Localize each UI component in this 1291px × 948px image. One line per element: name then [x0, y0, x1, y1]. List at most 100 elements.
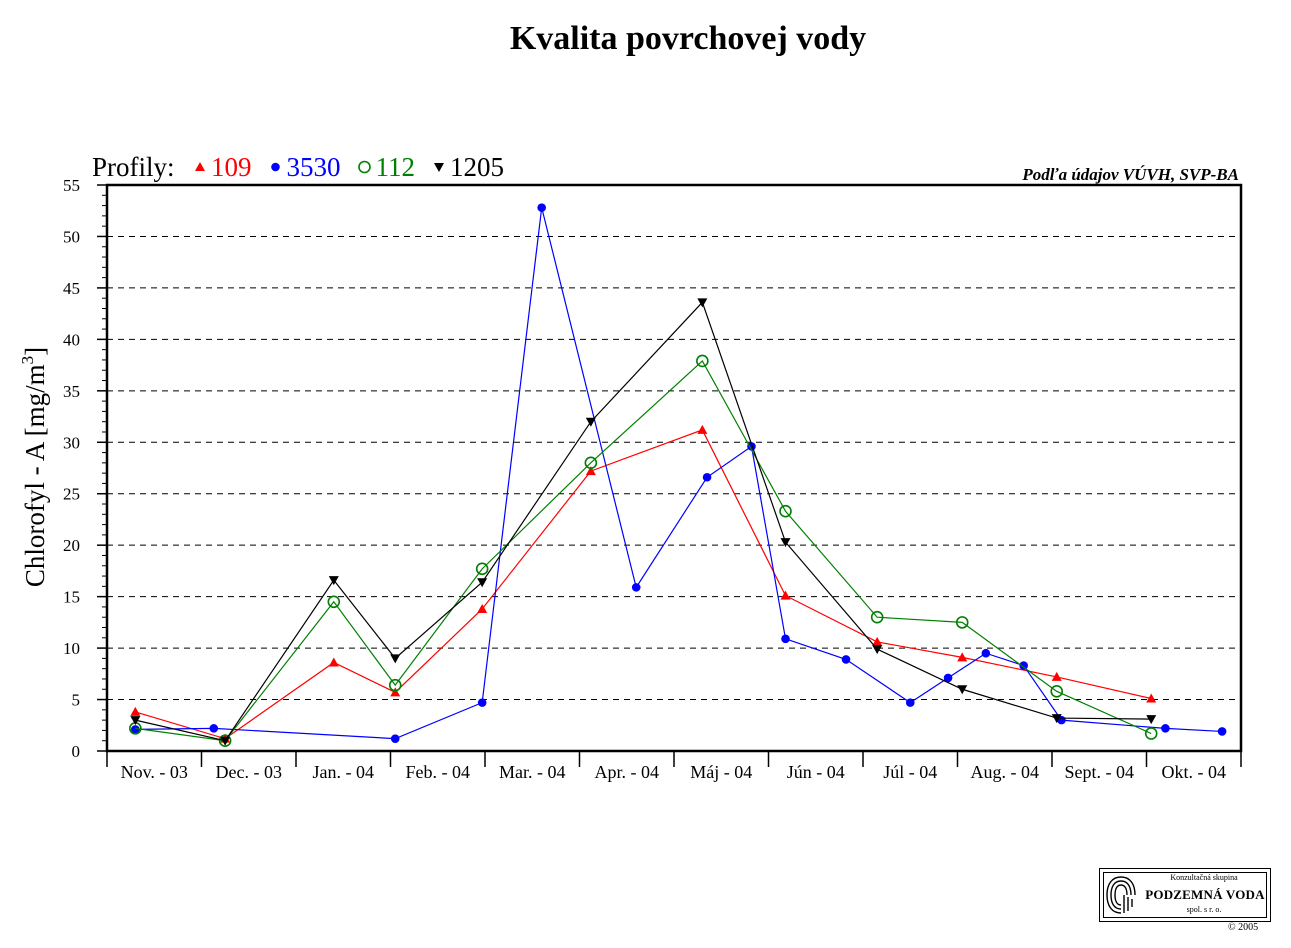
series-3530 [131, 203, 1227, 743]
y-tick-label-30: 30 [63, 433, 80, 452]
series-line-1205 [135, 301, 1152, 742]
legend-label-109: 109 [211, 152, 252, 182]
x-tick-label-11: Okt. - 04 [1162, 762, 1227, 782]
legend-marker-109 [195, 162, 205, 171]
point-109-7 [780, 590, 791, 600]
logo-posttext: spol. s r. o. [1186, 905, 1222, 914]
point-1205-0 [130, 716, 141, 726]
series-109 [130, 424, 1157, 743]
point-109-8 [872, 636, 883, 646]
legend-marker-3530 [271, 162, 280, 172]
y-tick-label-25: 25 [63, 485, 80, 504]
series-1205 [130, 298, 1157, 746]
logo-inner-frame [1103, 872, 1267, 918]
company-logo: Konzultačná skupina PODZEMNÁ VODA spol. … [1099, 868, 1271, 922]
point-1205-3 [390, 654, 401, 664]
y-axis-label: Chlorofyl - A [mg/m3] [18, 347, 50, 587]
point-3530-8 [781, 634, 790, 644]
point-3530-9 [841, 655, 851, 664]
x-tick-label-9: Aug. - 04 [971, 762, 1040, 782]
point-3530-13 [1019, 661, 1028, 670]
point-109-3 [390, 687, 401, 697]
x-tick-label-3: Feb. - 04 [406, 762, 471, 782]
legend-prefix: Profily: [92, 152, 175, 182]
x-tick-label-4: Mar. - 04 [499, 762, 566, 782]
point-3530-16 [1217, 727, 1227, 736]
point-109-9 [957, 652, 968, 662]
point-3530-10 [905, 698, 915, 707]
point-112-1 [218, 734, 232, 748]
x-axis: Nov. - 03 Dec. - 03 Jan. - 04 Feb. - 04 Mar.… [106, 751, 1242, 782]
point-112-3 [388, 678, 402, 692]
point-112-8 [870, 610, 884, 624]
point-1205-7 [780, 538, 791, 548]
point-3530-5 [631, 583, 641, 592]
series-112 [129, 354, 1158, 748]
y-tick-label-20: 20 [63, 536, 80, 555]
plot-frame [105, 183, 1243, 753]
x-tick-label-1: Dec. - 03 [216, 762, 282, 782]
point-109-4 [477, 603, 488, 613]
legend: Profily: 109 3530 112 1205 [92, 152, 504, 182]
point-112-9 [955, 616, 969, 629]
point-3530-0 [131, 725, 140, 734]
point-1205-6 [697, 298, 708, 308]
point-112-10 [1050, 685, 1064, 698]
x-tick-label-6: Máj - 04 [690, 762, 752, 782]
point-109-11 [1146, 693, 1157, 703]
point-3530-12 [981, 648, 991, 658]
point-112-2 [327, 595, 341, 609]
y-tick-label-40: 40 [63, 330, 80, 349]
series-line-109 [135, 429, 1152, 740]
point-112-7 [779, 504, 792, 518]
x-tick-label-0: Nov. - 03 [121, 762, 188, 782]
point-109-6 [697, 424, 708, 434]
point-3530-3 [477, 698, 487, 707]
legend-label-1205: 1205 [450, 152, 504, 182]
point-1205-5 [585, 417, 596, 427]
point-109-5 [585, 466, 596, 476]
logo-mark-icon [1106, 876, 1136, 914]
y-tick-label-55: 55 [63, 176, 80, 195]
grid-lines [107, 235, 1241, 701]
y-tick-label-10: 10 [63, 639, 80, 658]
point-109-0 [130, 706, 141, 716]
x-tick-label-10: Sept. - 04 [1065, 762, 1135, 782]
x-tick-label-8: Júl - 04 [883, 762, 937, 782]
logo-pretext: Konzultačná skupina [1170, 873, 1238, 882]
point-3530-6 [702, 472, 712, 482]
chart-title: Kvalita povrchovej vody [510, 20, 866, 57]
y-axis: 0 5 10 15 20 25 30 35 40 45 50 55 [63, 176, 107, 761]
point-3530-1 [209, 724, 219, 733]
x-tick-label-7: Jún - 04 [787, 762, 845, 782]
point-1205-11 [1146, 715, 1157, 725]
y-tick-label-50: 50 [63, 227, 80, 246]
point-1205-8 [872, 645, 883, 655]
legend-marker-112 [358, 160, 371, 174]
y-tick-label-15: 15 [63, 588, 80, 607]
point-112-5 [584, 456, 598, 470]
point-3530-2 [390, 734, 400, 743]
point-112-4 [475, 562, 489, 576]
point-1205-2 [328, 576, 339, 586]
point-1205-1 [220, 736, 231, 746]
series-group [129, 203, 1227, 748]
point-109-2 [328, 657, 339, 667]
point-109-10 [1051, 671, 1062, 681]
series-line-112 [135, 360, 1152, 742]
y-tick-label-45: 45 [63, 279, 80, 298]
point-1205-10 [1051, 714, 1062, 724]
x-tick-label-2: Jan. - 04 [313, 762, 375, 782]
point-3530-15 [1161, 724, 1170, 733]
legend-marker-1205 [434, 163, 444, 172]
point-112-6 [696, 354, 709, 368]
x-tick-label-5: Apr. - 04 [595, 762, 660, 782]
copyright: © 2005 [1228, 922, 1259, 933]
point-112-11 [1144, 727, 1158, 740]
source-note: Podľa údajov VÚVH, SVP-BA [1021, 165, 1239, 184]
point-1205-9 [957, 685, 968, 695]
logo-name: PODZEMNÁ VODA [1145, 887, 1265, 902]
point-3530-11 [943, 673, 953, 683]
legend-label-112: 112 [376, 152, 416, 182]
